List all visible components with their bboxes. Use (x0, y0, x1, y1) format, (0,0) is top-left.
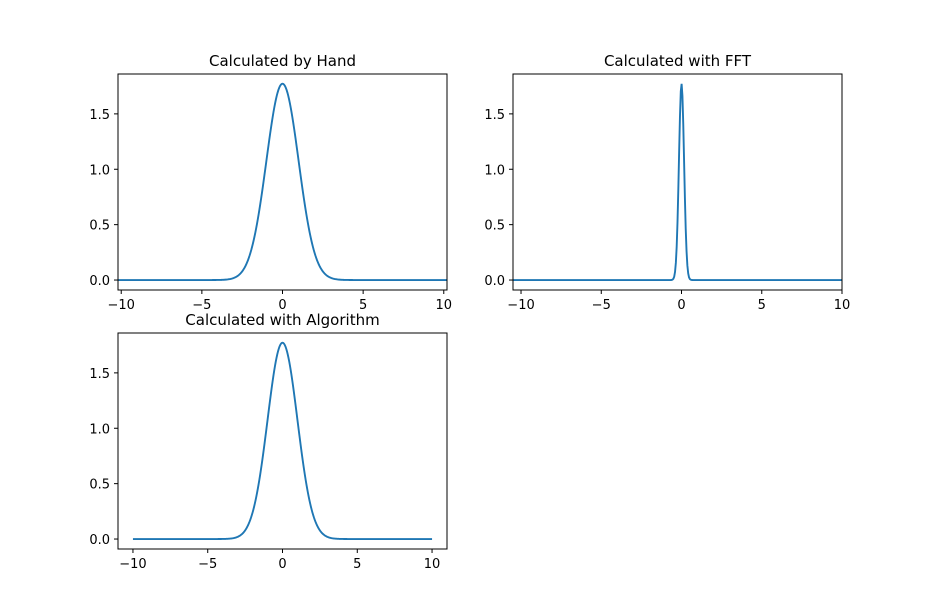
y-tick-label: 0.5 (89, 478, 110, 493)
y-tick-label: 1.0 (89, 422, 110, 437)
x-tick-label: −10 (108, 298, 135, 313)
axes-frame (117, 73, 448, 291)
x-tick-label: −5 (198, 557, 217, 572)
y-tick-label: 0.5 (89, 219, 110, 234)
x-tick-label: −10 (507, 298, 534, 313)
y-tick-label: 1.5 (89, 108, 110, 123)
y-tick-label: 1.5 (484, 108, 505, 123)
x-tick-label: 0 (278, 557, 286, 572)
x-tick-label: 10 (424, 557, 441, 572)
series-line-1 (118, 82, 447, 281)
y-tick-label: 1.0 (89, 163, 110, 178)
x-tick-label: 5 (353, 557, 361, 572)
y-tick-label: 0.0 (484, 274, 505, 289)
x-tick-label: 10 (436, 298, 453, 313)
subplot-3: −10 −5 0 5 10 0.0 0.5 1.0 1.5 Calculated with Alg… (89, 311, 448, 572)
subplot-1: −10 −5 0 5 10 0.0 0.5 1.0 1.5 Calculated by Hand (89, 52, 452, 313)
y-tick-label: 0.0 (89, 274, 110, 289)
x-tick-label: −10 (119, 557, 146, 572)
series-line-2 (513, 83, 842, 281)
x-tick-label: −5 (592, 298, 611, 313)
axes-frame (117, 332, 448, 550)
subplot-title: Calculated with Algorithm (185, 311, 379, 329)
subplot-2: −10 −5 0 5 10 0.0 0.5 1.0 1.5 Calculated with FFT (484, 52, 850, 313)
x-tick-label: −5 (192, 298, 211, 313)
y-tick-label: 1.0 (484, 163, 505, 178)
x-tick-label: 5 (758, 298, 766, 313)
x-tick-label: 5 (359, 298, 367, 313)
subplot-title: Calculated by Hand (209, 52, 356, 70)
y-tick-label: 0.5 (484, 219, 505, 234)
x-tick-label: 10 (834, 298, 851, 313)
x-tick-label: 0 (677, 298, 685, 313)
subplot-title: Calculated with FFT (604, 52, 752, 70)
axes-frame (512, 73, 843, 291)
y-tick-label: 1.5 (89, 367, 110, 382)
series-line-3 (132, 341, 433, 540)
x-tick-label: 0 (278, 298, 286, 313)
y-tick-label: 0.0 (89, 533, 110, 548)
